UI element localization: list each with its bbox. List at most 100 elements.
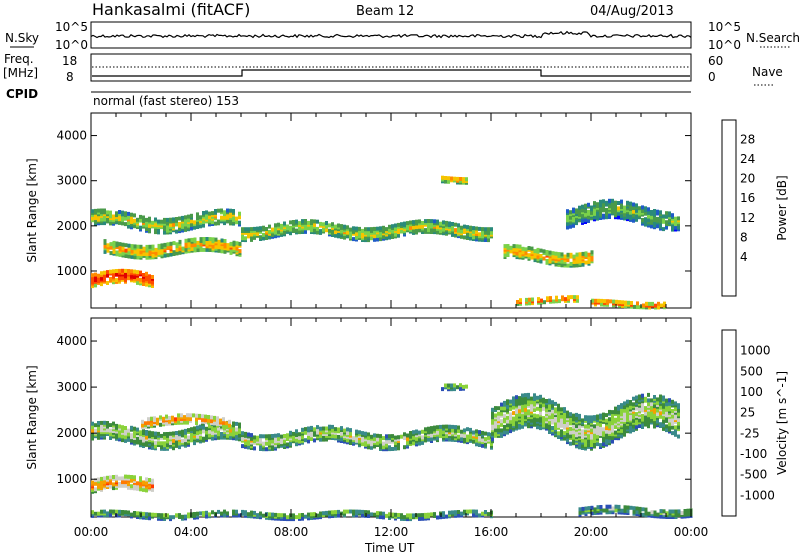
velocity-cell	[415, 429, 418, 434]
power-ytick-label: 4000	[56, 129, 87, 143]
velocity-cell	[524, 422, 527, 427]
power-cell	[175, 229, 178, 234]
power-cell	[515, 244, 519, 249]
power-cell	[205, 240, 209, 245]
velocity-cell	[578, 441, 581, 446]
power-cell	[376, 237, 379, 242]
velocity-cell	[460, 437, 463, 442]
power-cell	[644, 217, 647, 222]
velocity-cell	[205, 426, 208, 431]
velocity-cell	[671, 509, 675, 514]
power-cell	[103, 270, 106, 275]
power-cell	[115, 278, 118, 283]
power-cell	[388, 224, 391, 229]
velocity-cell	[97, 511, 100, 516]
velocity-cell	[133, 426, 136, 431]
velocity-cell	[175, 434, 178, 439]
power-cell	[674, 220, 677, 225]
power-cell	[503, 244, 507, 249]
velocity-cell	[238, 428, 241, 432]
velocity-cell	[121, 434, 124, 439]
power-cell	[103, 208, 106, 213]
power-cell	[657, 305, 660, 310]
velocity-cell	[418, 437, 421, 442]
power-cell	[563, 254, 567, 259]
velocity-cell	[220, 511, 223, 516]
velocity-cell	[674, 425, 677, 430]
velocity-cell	[186, 420, 189, 425]
velocity-cell	[148, 478, 151, 482]
velocity-cell	[403, 436, 406, 440]
power-cell	[262, 225, 265, 230]
velocity-cell	[139, 430, 142, 435]
power-cell	[184, 222, 187, 227]
power-cell	[163, 253, 167, 258]
velocity-cell	[382, 511, 385, 516]
power-cell	[454, 222, 457, 227]
velocity-cell	[494, 428, 497, 433]
power-cell	[139, 277, 142, 282]
power-cell	[433, 219, 436, 224]
power-cell	[445, 220, 448, 225]
velocity-cell	[172, 431, 175, 436]
velocity-cell	[198, 413, 201, 418]
velocity-cell	[653, 510, 657, 515]
velocity-cell	[491, 431, 494, 436]
velocity-cell	[548, 404, 551, 409]
velocity-cell	[430, 437, 433, 442]
velocity-cell	[521, 424, 524, 429]
power-cell	[545, 250, 549, 254]
power-cell	[454, 228, 457, 233]
power-cell	[313, 223, 316, 227]
velocity-cell	[545, 399, 548, 403]
velocity-cell	[280, 438, 283, 443]
power-cell	[208, 237, 212, 242]
velocity-cell	[539, 411, 542, 416]
velocity-cell	[283, 517, 286, 521]
power-cell	[558, 299, 561, 304]
power-cell	[238, 241, 242, 246]
velocity-cell	[189, 413, 192, 418]
power-cell	[456, 176, 459, 181]
velocity-cell	[241, 509, 244, 514]
velocity-cell	[91, 421, 94, 426]
velocity-cell	[217, 509, 220, 514]
velocity-cell	[183, 415, 186, 420]
velocity-cell	[403, 432, 406, 437]
power-cell	[605, 200, 608, 205]
velocity-cell	[587, 443, 590, 448]
velocity-cell	[608, 504, 612, 509]
velocity-cell	[536, 414, 539, 419]
velocity-cell	[668, 427, 671, 432]
velocity-cell	[154, 431, 157, 436]
power-cell	[106, 210, 109, 215]
power-colorbar-frame	[721, 119, 737, 297]
velocity-cell	[569, 434, 572, 439]
velocity-cell	[223, 513, 226, 518]
velocity-cell	[334, 434, 337, 439]
power-cell	[169, 241, 173, 246]
velocity-cell	[304, 438, 307, 443]
velocity-cell	[238, 422, 241, 427]
power-cell	[382, 225, 385, 230]
power-cell	[581, 213, 584, 218]
velocity-cell	[145, 441, 148, 445]
power-cell	[570, 295, 573, 300]
power-cell	[620, 199, 623, 204]
power-cell	[566, 263, 570, 268]
power-cell	[587, 202, 590, 207]
velocity-cell	[503, 406, 506, 411]
power-cell	[91, 276, 94, 281]
power-cell	[527, 253, 531, 258]
power-cell	[223, 210, 226, 215]
velocity-cell	[457, 434, 460, 439]
velocity-cell	[557, 414, 560, 419]
velocity-cell	[277, 433, 280, 438]
velocity-band	[91, 420, 241, 451]
velocity-cell	[530, 407, 533, 412]
velocity-cell	[421, 513, 424, 518]
power-cell	[364, 230, 367, 235]
velocity-cell	[481, 443, 484, 448]
power-cell	[460, 225, 463, 230]
velocity-cell	[677, 403, 680, 408]
